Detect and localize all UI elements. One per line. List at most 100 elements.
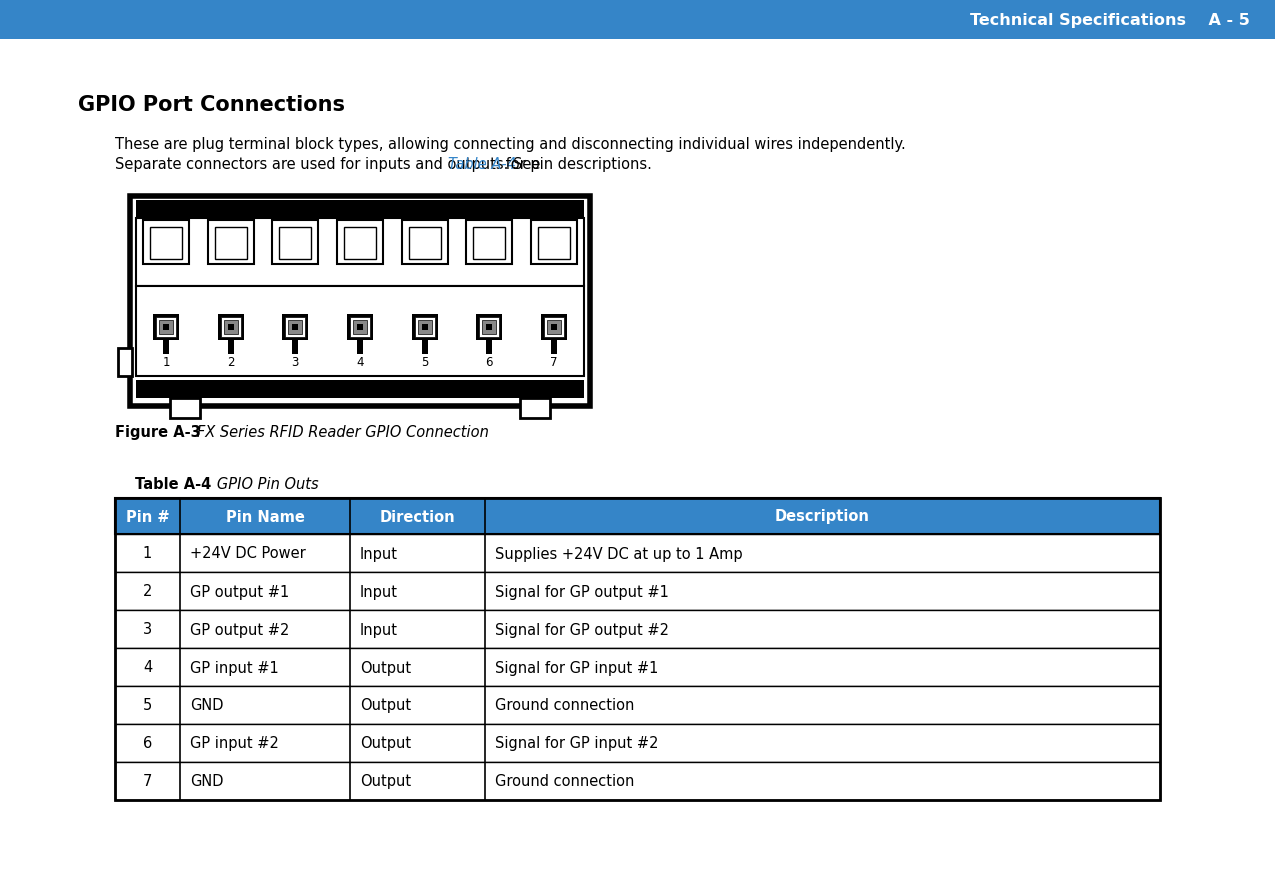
Text: GP input #2: GP input #2 bbox=[190, 736, 279, 751]
Text: 3: 3 bbox=[143, 622, 152, 637]
Bar bbox=[130, 197, 590, 407]
Bar bbox=[143, 221, 189, 265]
Bar bbox=[344, 228, 376, 260]
Text: Description: Description bbox=[775, 509, 870, 524]
Bar bbox=[286, 317, 305, 337]
Text: Output: Output bbox=[360, 736, 411, 751]
Text: Technical Specifications    A - 5: Technical Specifications A - 5 bbox=[970, 13, 1250, 28]
Bar bbox=[115, 499, 1160, 535]
Bar bbox=[0, 0, 1275, 40]
Bar bbox=[136, 201, 584, 219]
Bar bbox=[136, 381, 584, 399]
Text: Separate connectors are used for inputs and outputs. See: Separate connectors are used for inputs … bbox=[115, 156, 544, 172]
Bar bbox=[221, 317, 241, 337]
Bar bbox=[163, 340, 170, 354]
Bar bbox=[538, 228, 570, 260]
Text: 7: 7 bbox=[551, 356, 557, 369]
Bar bbox=[414, 317, 435, 337]
Text: Output: Output bbox=[360, 773, 411, 789]
Bar bbox=[351, 317, 370, 337]
Text: GP output #2: GP output #2 bbox=[190, 622, 289, 637]
Text: Figure A-3: Figure A-3 bbox=[115, 425, 200, 440]
Text: Pin #: Pin # bbox=[126, 509, 170, 524]
Bar bbox=[418, 320, 432, 334]
Bar bbox=[422, 325, 427, 330]
Bar bbox=[115, 535, 1160, 572]
Text: +24V DC Power: +24V DC Power bbox=[190, 546, 306, 561]
Bar bbox=[273, 221, 319, 265]
Bar bbox=[159, 320, 173, 334]
Text: Input: Input bbox=[360, 584, 398, 599]
Bar bbox=[357, 325, 363, 330]
Text: 6: 6 bbox=[143, 736, 152, 751]
Bar bbox=[288, 320, 302, 334]
Text: Input: Input bbox=[360, 622, 398, 637]
Text: Table A-4: Table A-4 bbox=[449, 156, 516, 172]
Bar bbox=[486, 340, 492, 354]
Bar bbox=[551, 325, 557, 330]
Bar bbox=[282, 314, 309, 340]
Bar bbox=[136, 219, 584, 287]
Text: Signal for GP input #1: Signal for GP input #1 bbox=[495, 660, 658, 675]
Bar bbox=[163, 325, 170, 330]
Text: 4: 4 bbox=[356, 356, 363, 369]
Text: Table A-4: Table A-4 bbox=[135, 477, 212, 492]
Text: for pin descriptions.: for pin descriptions. bbox=[501, 156, 652, 172]
Bar bbox=[357, 340, 363, 354]
Text: 3: 3 bbox=[292, 356, 300, 369]
Text: 5: 5 bbox=[143, 697, 152, 713]
Bar bbox=[347, 314, 374, 340]
Text: 5: 5 bbox=[421, 356, 428, 369]
Bar bbox=[547, 320, 561, 334]
Bar bbox=[153, 314, 179, 340]
Bar bbox=[279, 228, 311, 260]
Text: GPIO Port Connections: GPIO Port Connections bbox=[78, 95, 346, 114]
Text: 2: 2 bbox=[143, 584, 152, 599]
Text: 6: 6 bbox=[486, 356, 493, 369]
Bar bbox=[156, 317, 176, 337]
Text: 1: 1 bbox=[162, 356, 170, 369]
Text: Signal for GP output #1: Signal for GP output #1 bbox=[495, 584, 669, 599]
Text: GP output #1: GP output #1 bbox=[190, 584, 289, 599]
Text: 7: 7 bbox=[143, 773, 152, 789]
Bar bbox=[477, 314, 502, 340]
Bar bbox=[228, 325, 233, 330]
Bar bbox=[115, 611, 1160, 648]
Bar bbox=[520, 399, 550, 418]
Text: Output: Output bbox=[360, 697, 411, 713]
Text: GPIO Pin Outs: GPIO Pin Outs bbox=[203, 477, 319, 492]
Bar bbox=[228, 340, 233, 354]
Text: Pin Name: Pin Name bbox=[226, 509, 305, 524]
Bar bbox=[353, 320, 367, 334]
Bar bbox=[292, 340, 298, 354]
Bar bbox=[115, 499, 1160, 800]
Bar bbox=[223, 320, 237, 334]
Bar bbox=[115, 687, 1160, 724]
Bar bbox=[551, 340, 557, 354]
Bar bbox=[115, 648, 1160, 687]
Bar bbox=[530, 221, 578, 265]
Text: FX Series RFID Reader GPIO Connection: FX Series RFID Reader GPIO Connection bbox=[184, 425, 488, 440]
Text: GND: GND bbox=[190, 697, 223, 713]
Text: Output: Output bbox=[360, 660, 411, 675]
Bar bbox=[467, 221, 513, 265]
Bar bbox=[402, 221, 448, 265]
Text: 4: 4 bbox=[143, 660, 152, 675]
Bar bbox=[208, 221, 254, 265]
Bar bbox=[115, 763, 1160, 800]
Text: Ground connection: Ground connection bbox=[495, 773, 635, 789]
Bar bbox=[544, 317, 564, 337]
Bar bbox=[150, 228, 182, 260]
Text: GP input #1: GP input #1 bbox=[190, 660, 279, 675]
Bar bbox=[292, 325, 298, 330]
Bar bbox=[486, 325, 492, 330]
Bar bbox=[170, 399, 200, 418]
Text: Supplies +24V DC at up to 1 Amp: Supplies +24V DC at up to 1 Amp bbox=[495, 546, 742, 561]
Text: Input: Input bbox=[360, 546, 398, 561]
Bar bbox=[337, 221, 382, 265]
Text: These are plug terminal block types, allowing connecting and disconnecting indiv: These are plug terminal block types, all… bbox=[115, 137, 905, 152]
Text: Ground connection: Ground connection bbox=[495, 697, 635, 713]
Bar bbox=[422, 340, 427, 354]
Bar bbox=[119, 349, 133, 376]
Bar bbox=[218, 314, 244, 340]
